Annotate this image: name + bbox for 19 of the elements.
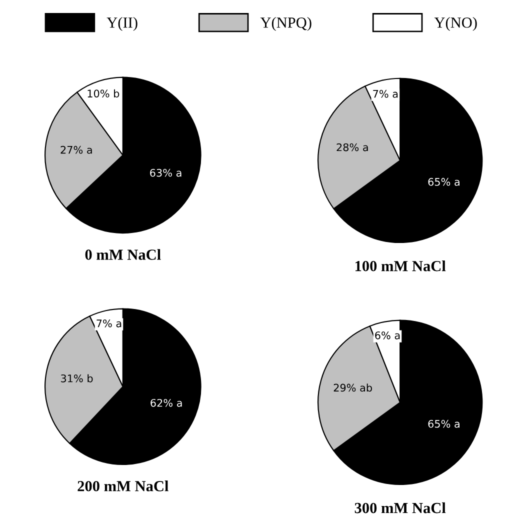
text: 100 mM NaCl: [355, 260, 446, 272]
data-label: 62% a: [150, 398, 182, 407]
data-label: 10% b: [88, 89, 120, 98]
data-label: 29% ab: [334, 384, 372, 392]
legend-label: Y(NO): [434, 17, 477, 31]
data-label: 63% a: [150, 168, 182, 177]
data-label: 31% b: [61, 374, 93, 382]
text: 200 mM NaCl: [78, 480, 168, 492]
text: 0 mM NaCl: [85, 249, 161, 260]
text: 300 mM NaCl: [354, 502, 446, 514]
data-label: 65% a: [428, 178, 460, 186]
data-label: 28% a: [336, 143, 368, 152]
legend-label: Y(II): [106, 17, 138, 31]
data-label: 6% a: [375, 331, 400, 340]
data-label: 7% a: [373, 90, 398, 98]
data-label: 65% a: [428, 420, 460, 428]
data-label: 27% a: [60, 146, 92, 154]
data-label: 7% a: [96, 319, 122, 328]
legend-label: Y(NPQ): [260, 17, 312, 31]
